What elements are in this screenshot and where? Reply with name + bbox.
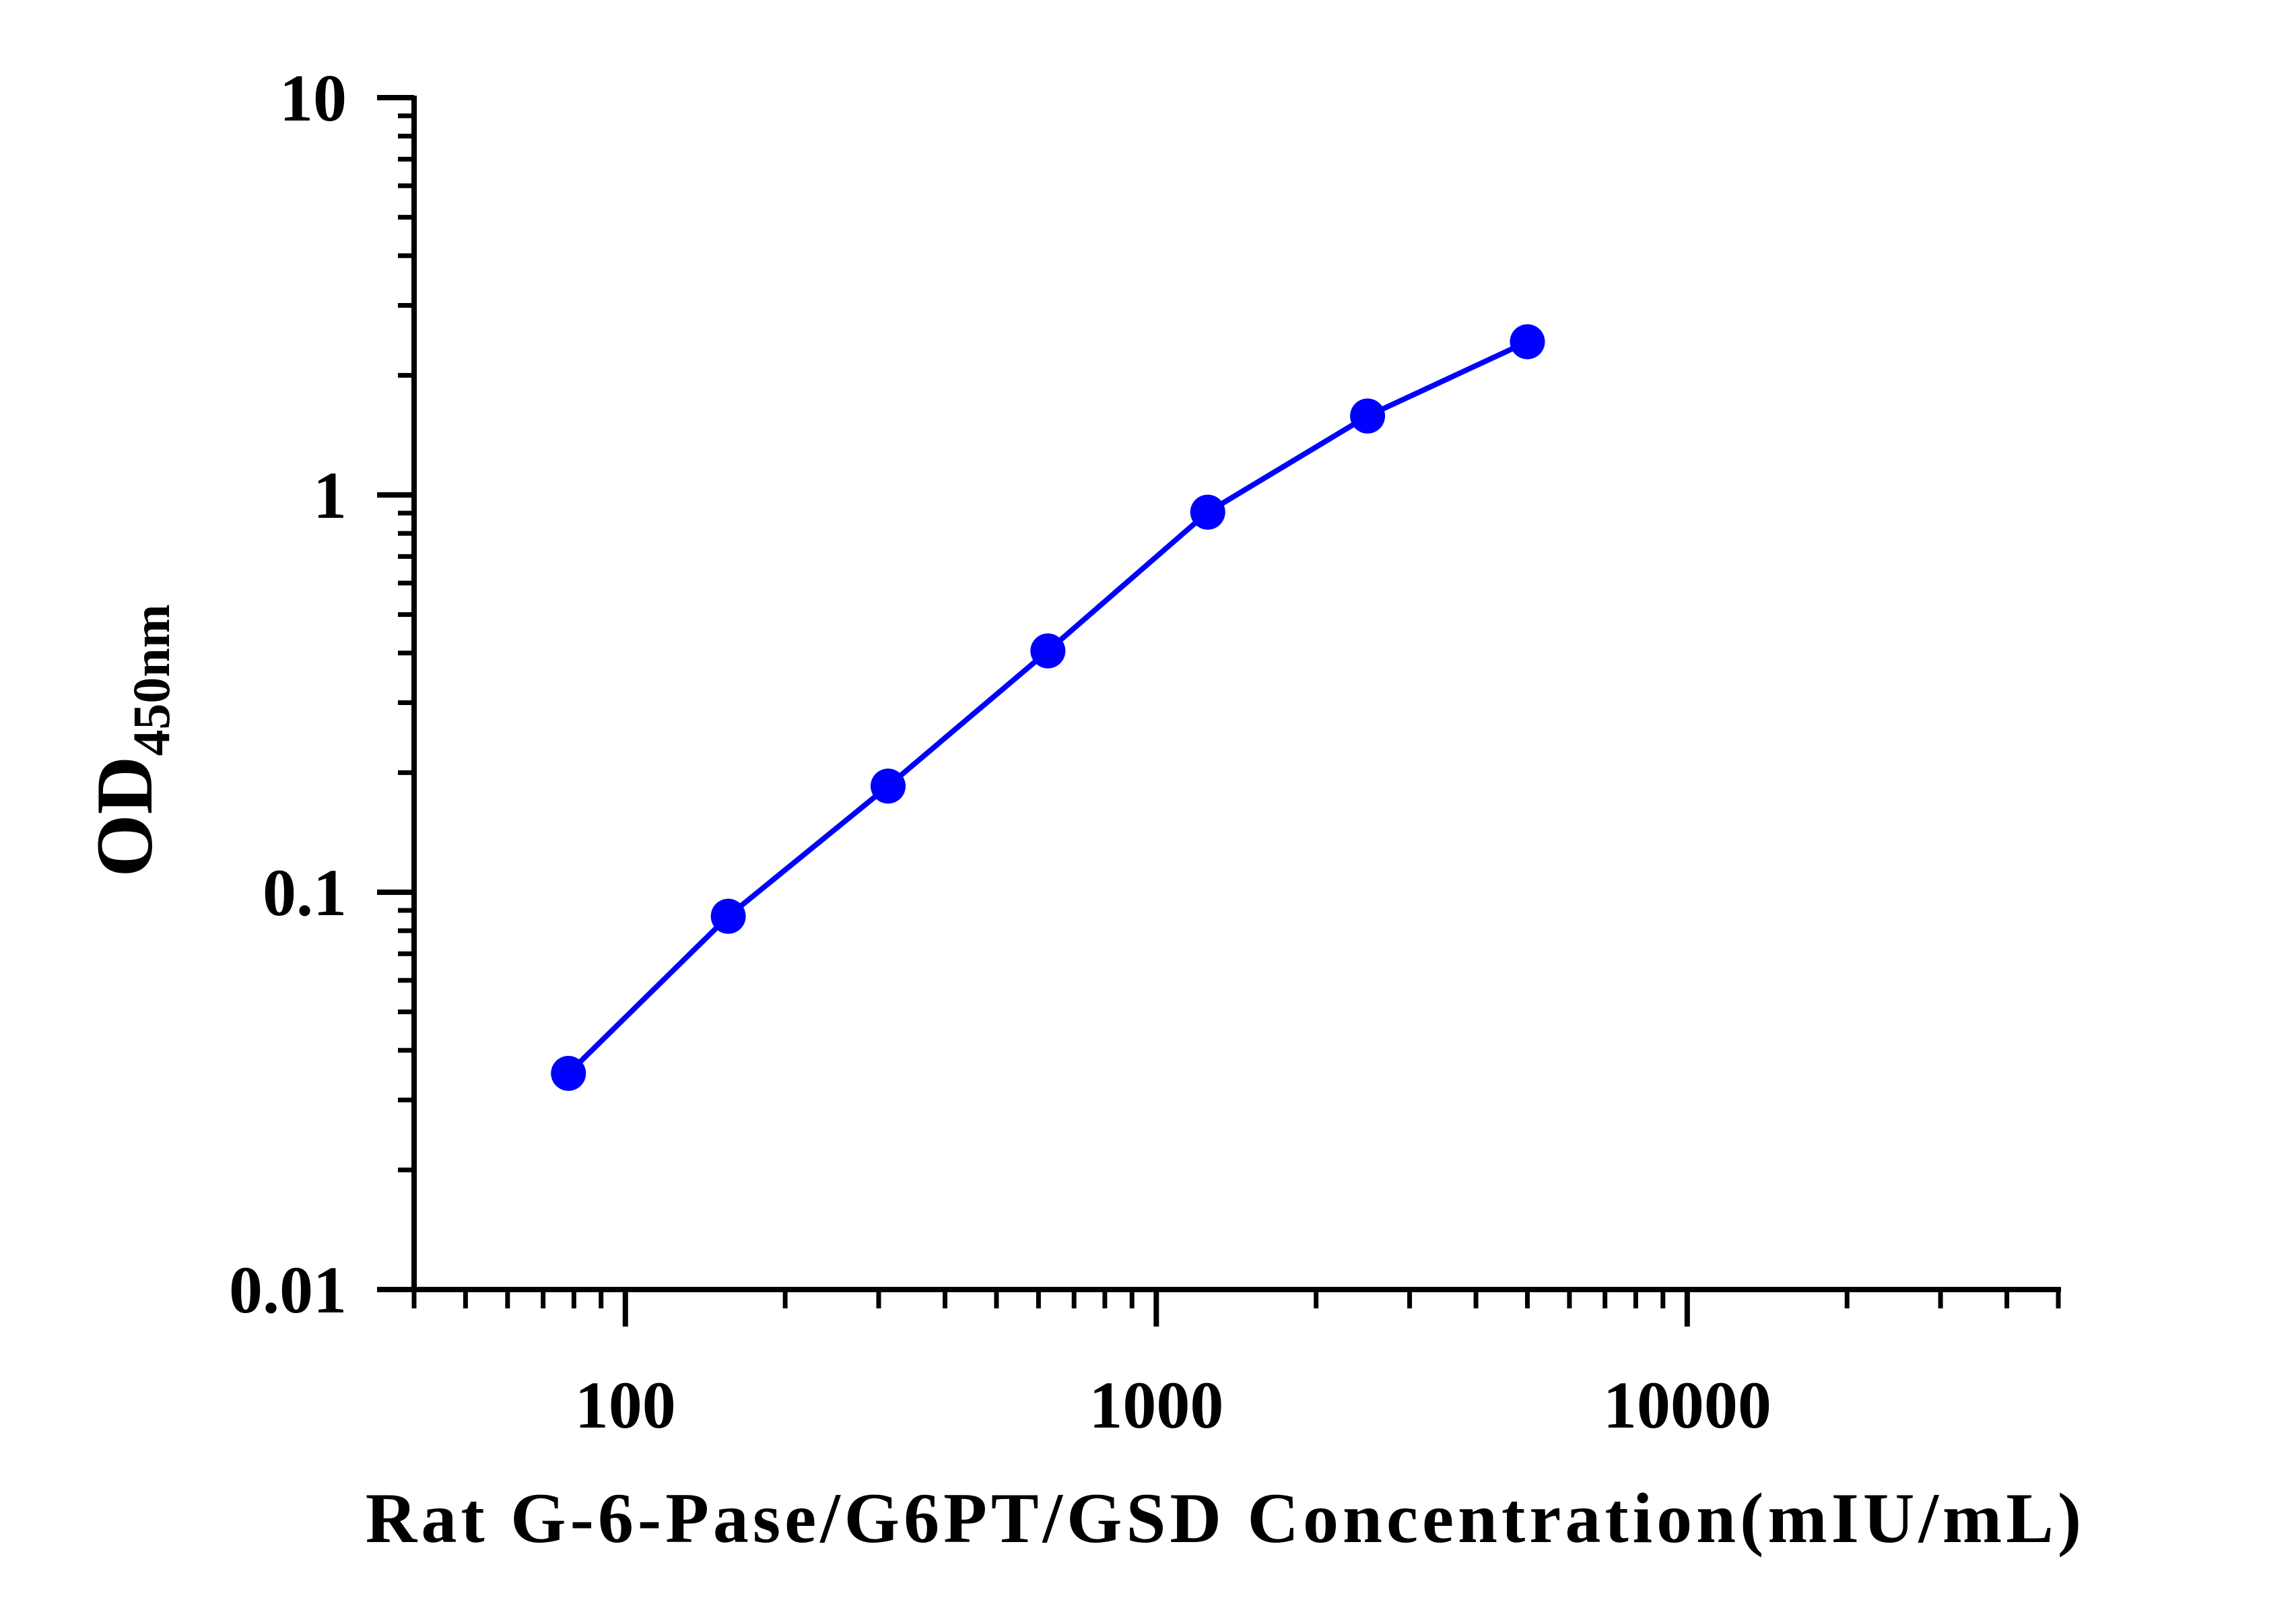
axes: 0.01 0.1 1 10 100 1000 10000 [229, 61, 2061, 1442]
y-tick-label: 0.1 [263, 855, 347, 930]
series-line [566, 339, 1529, 1075]
y-tick-label: 10 [279, 61, 347, 135]
data-point [710, 898, 746, 934]
y-axis-title-subscript: 450nm [122, 604, 180, 756]
data-point [551, 1055, 586, 1091]
x-tick-label: 10000 [1603, 1368, 1771, 1442]
data-series [551, 324, 1545, 1091]
data-point [1030, 633, 1066, 669]
y-tick-label: 0.01 [229, 1252, 347, 1327]
x-axis-title: Rat G-6-Pase/G6PT/GSD Concentration(mIU/… [366, 1479, 2085, 1558]
data-point [1350, 398, 1386, 434]
y-axis-title-main: OD [79, 756, 169, 877]
data-point [1190, 494, 1225, 530]
x-tick-label: 1000 [1089, 1368, 1223, 1442]
x-tick-label: 100 [575, 1368, 676, 1442]
y-axis-title: OD450nm [79, 604, 180, 877]
data-point [870, 768, 906, 804]
y-tick-label: 1 [313, 458, 347, 533]
data-point [1510, 324, 1545, 360]
